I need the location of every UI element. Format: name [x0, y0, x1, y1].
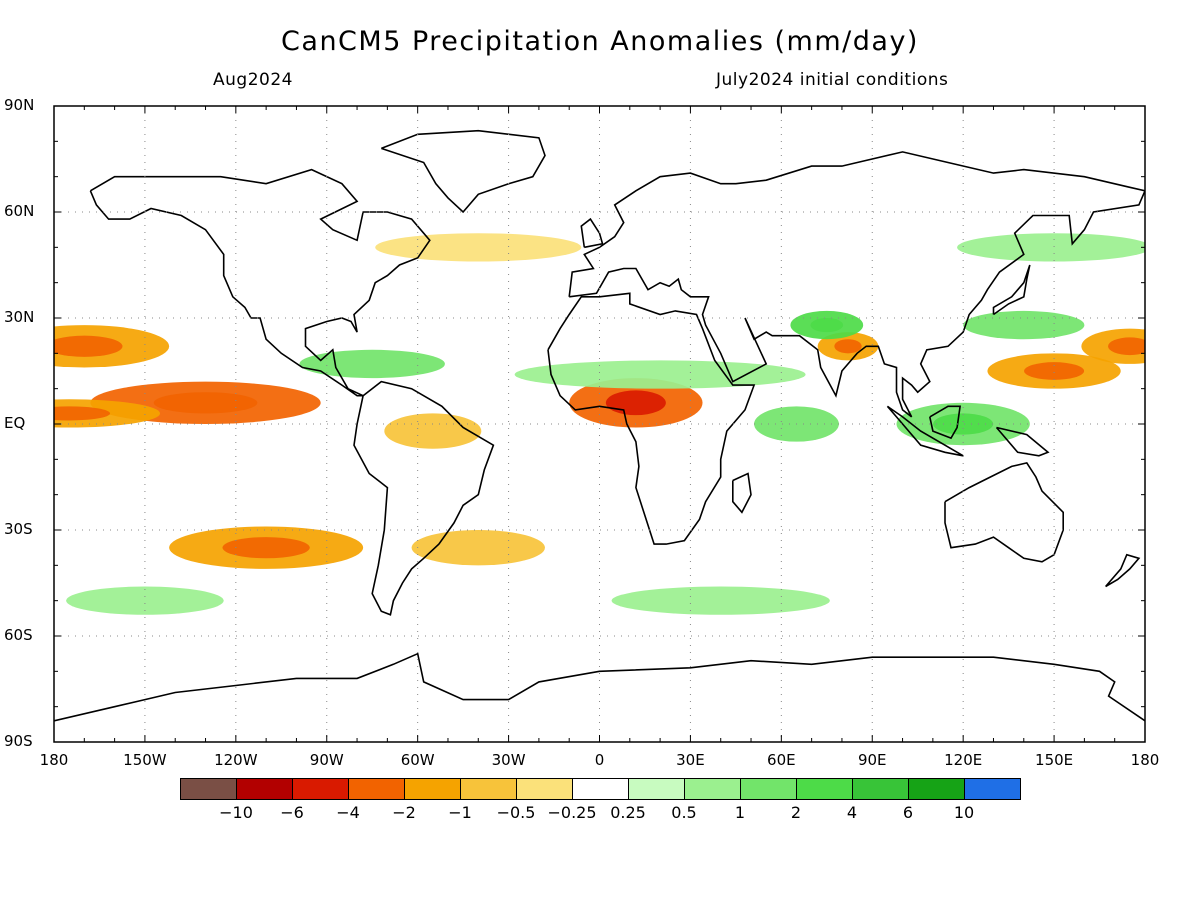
coastlines [54, 129, 1145, 722]
colorbar-swatch [236, 778, 293, 800]
colorbar-swatch [572, 778, 629, 800]
anomaly-region [514, 360, 806, 389]
anomaly-core [1108, 337, 1145, 356]
coastline [732, 472, 752, 514]
colorbar-swatch [180, 778, 237, 800]
anomaly-region [411, 530, 545, 566]
coastline [547, 292, 756, 545]
axis-ticks [53, 105, 1146, 743]
anomaly-core [222, 537, 310, 559]
map-title: CanCM5 Precipitation Anomalies (mm/day) [281, 26, 919, 57]
coastline [54, 652, 1145, 722]
colorbar-swatch [684, 778, 741, 800]
latitude-label: 30S [4, 520, 33, 538]
anomaly-core [54, 406, 111, 421]
anomaly-core [605, 390, 666, 416]
colorbar-swatch [964, 778, 1021, 800]
anomaly-core [1024, 362, 1085, 380]
colorbar-label: 0.25 [610, 803, 646, 822]
anomaly-region [384, 413, 482, 449]
anomaly-region [611, 586, 830, 615]
colorbar-label: 1 [734, 803, 746, 822]
init-conditions-label: July2024 initial conditions [716, 70, 949, 90]
latitude-label: 90N [4, 96, 35, 114]
anomaly-core [54, 335, 123, 357]
anomaly-core [834, 339, 862, 354]
colorbar-label: −0.5 [496, 803, 536, 822]
colorbar-swatch [796, 778, 853, 800]
anomaly-region [375, 233, 582, 262]
anomaly-core [810, 318, 844, 333]
longitude-label: 0 [594, 751, 605, 769]
latitude-label: 60S [4, 626, 33, 644]
colorbar-swatch [852, 778, 909, 800]
anomaly-core [153, 392, 258, 414]
colorbar-label: 4 [846, 803, 858, 822]
anomaly-core [933, 413, 994, 435]
colorbar-swatch [908, 778, 965, 800]
colorbar-label: −10 [219, 803, 253, 822]
longitude-label: 30E [676, 751, 705, 769]
colorbar-label: −2 [392, 803, 416, 822]
colorbar-swatch [348, 778, 405, 800]
colorbar-label: 6 [902, 803, 914, 822]
anomaly-region [963, 310, 1085, 340]
coastline [353, 380, 495, 616]
colorbar-label: −0.25 [547, 803, 597, 822]
longitude-label: 30W [491, 751, 526, 769]
gridlines [54, 106, 1145, 742]
coastline [995, 426, 1050, 457]
latitude-label: 90S [4, 732, 33, 750]
longitude-label: 60E [767, 751, 796, 769]
coastline [886, 405, 964, 457]
colorbar-label: 0.5 [671, 803, 697, 822]
longitude-label: 180 [39, 751, 69, 769]
coastline [992, 264, 1031, 316]
anomaly-region [957, 233, 1145, 262]
longitude-label: 120E [944, 751, 983, 769]
coastline [568, 151, 1145, 418]
colorbar-label: −1 [448, 803, 472, 822]
colorbar-label: 10 [953, 803, 975, 822]
colorbar-label: −4 [336, 803, 360, 822]
colorbar-swatch [404, 778, 461, 800]
colorbar-swatch [292, 778, 349, 800]
latitude-label: 30N [4, 308, 35, 326]
longitude-label: 90W [309, 751, 344, 769]
latitude-label: EQ [4, 414, 26, 432]
colorbar-swatch [516, 778, 573, 800]
longitude-label: 150E [1035, 751, 1074, 769]
coastline [944, 461, 1064, 563]
coastline [89, 168, 431, 397]
longitude-label: 120W [214, 751, 258, 769]
coastline [1104, 553, 1141, 588]
coastline [580, 217, 604, 249]
colorbar-swatch [628, 778, 685, 800]
latitude-label: 60N [4, 202, 35, 220]
coastline [381, 129, 546, 214]
colorbar-label: −6 [280, 803, 304, 822]
anomaly-fields [54, 233, 1145, 615]
colorbar-label: 2 [790, 803, 802, 822]
longitude-label: 150W [123, 751, 167, 769]
longitude-label: 180 [1130, 751, 1160, 769]
longitude-label: 90E [857, 751, 887, 769]
longitude-label: 60W [400, 751, 435, 769]
colorbar-swatch [740, 778, 797, 800]
anomaly-region [66, 586, 224, 615]
valid-month-label: Aug2024 [213, 70, 293, 90]
coastline [929, 405, 962, 440]
anomaly-region [299, 349, 445, 379]
colorbar-swatch [460, 778, 517, 800]
